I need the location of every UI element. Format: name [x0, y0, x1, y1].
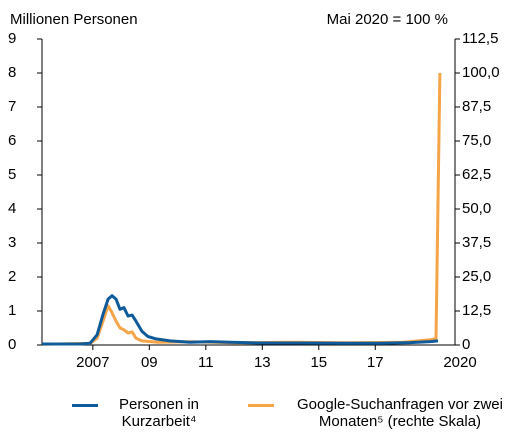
y-tick-label: 2	[8, 268, 16, 285]
legend-swatch	[248, 404, 274, 407]
x-tick-label: 11	[198, 354, 214, 371]
y-tick-label: 1	[8, 302, 16, 319]
x-tick-label: 2007	[76, 354, 109, 371]
legend-item: Google-Suchanfragen vor zwei Monaten⁵ (r…	[248, 396, 520, 430]
y-tick-label: 6	[8, 132, 16, 149]
x-tick-label: 15	[310, 354, 327, 371]
y-tick-label: 7	[8, 98, 16, 115]
y2-tick-label: 0	[462, 336, 470, 353]
y-tick-label: 3	[8, 234, 16, 251]
legend: Personen in Kurzarbeit⁴ Google-Suchanfrag…	[0, 396, 527, 430]
x-tick-label: 2020	[443, 354, 476, 371]
series-line	[42, 294, 439, 346]
y2-tick-label: 112,5	[462, 30, 498, 47]
x-tick-label: 09	[141, 354, 158, 371]
y2-tick-label: 75,0	[462, 132, 491, 149]
legend-label: Personen in Kurzarbeit⁴	[118, 396, 200, 430]
y-tick-label: 9	[8, 30, 16, 47]
chart: Millionen Personen Mai 2020 = 100 % 0 1 2 3…	[8, 11, 500, 371]
y2-tick-label: 25,0	[462, 268, 491, 285]
y2-tick-label: 87,5	[462, 98, 491, 115]
legend-label: Google-Suchanfragen vor zwei Monaten⁵ (r…	[297, 396, 503, 430]
y-axis-title: Millionen Personen	[10, 11, 138, 28]
y-tick-label: 8	[8, 64, 16, 81]
x-tick-label: 13	[254, 354, 271, 371]
y2-tick-label: 12,5	[462, 302, 491, 319]
legend-swatch	[72, 404, 98, 407]
y2-tick-label: 50,0	[462, 200, 491, 217]
y-tick-label: 5	[8, 166, 16, 183]
y2-tick-label: 37,5	[462, 234, 491, 251]
y2-axis-title: Mai 2020 = 100 %	[327, 11, 448, 28]
y-tick-label: 4	[8, 200, 16, 217]
x-tick-label: 17	[367, 354, 384, 371]
y2-tick-label: 62,5	[462, 166, 491, 183]
series-line	[41, 72, 442, 346]
legend-item: Personen in Kurzarbeit⁴	[72, 396, 214, 430]
y-tick-label: 0	[8, 336, 16, 353]
y2-tick-label: 100,0	[462, 64, 500, 81]
